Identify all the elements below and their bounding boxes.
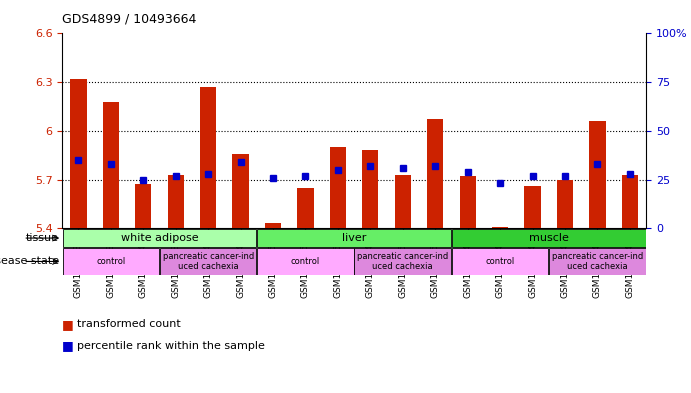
- FancyBboxPatch shape: [160, 248, 256, 275]
- FancyBboxPatch shape: [452, 248, 549, 275]
- Bar: [524, 186, 540, 228]
- Text: ■: ■: [62, 318, 74, 331]
- Text: control: control: [96, 257, 126, 266]
- Text: pancreatic cancer-ind
uced cachexia: pancreatic cancer-ind uced cachexia: [162, 252, 254, 271]
- FancyBboxPatch shape: [354, 248, 451, 275]
- Bar: [589, 121, 605, 228]
- FancyBboxPatch shape: [62, 248, 159, 275]
- Bar: [492, 227, 508, 228]
- Text: white adipose: white adipose: [121, 233, 198, 242]
- Text: tissue: tissue: [26, 233, 59, 243]
- Text: pancreatic cancer-ind
uced cachexia: pancreatic cancer-ind uced cachexia: [357, 252, 448, 271]
- Text: GDS4899 / 10493664: GDS4899 / 10493664: [62, 13, 196, 26]
- Bar: [427, 119, 444, 228]
- Bar: [330, 147, 346, 228]
- Text: control: control: [291, 257, 320, 266]
- Text: control: control: [486, 257, 515, 266]
- Text: disease state: disease state: [0, 257, 59, 266]
- Text: ■: ■: [62, 339, 74, 353]
- Text: transformed count: transformed count: [77, 319, 181, 329]
- Bar: [297, 188, 314, 228]
- FancyBboxPatch shape: [257, 248, 354, 275]
- Text: liver: liver: [342, 233, 366, 242]
- Text: percentile rank within the sample: percentile rank within the sample: [77, 341, 265, 351]
- Text: muscle: muscle: [529, 233, 569, 242]
- FancyBboxPatch shape: [549, 248, 646, 275]
- FancyBboxPatch shape: [257, 229, 451, 247]
- Bar: [70, 79, 86, 228]
- Bar: [232, 154, 249, 228]
- FancyBboxPatch shape: [62, 229, 256, 247]
- Bar: [395, 175, 411, 228]
- Bar: [362, 151, 379, 228]
- Text: pancreatic cancer-ind
uced cachexia: pancreatic cancer-ind uced cachexia: [552, 252, 643, 271]
- Bar: [168, 175, 184, 228]
- Bar: [265, 224, 281, 228]
- Bar: [103, 102, 119, 228]
- FancyBboxPatch shape: [452, 229, 646, 247]
- Bar: [460, 176, 476, 228]
- Bar: [135, 184, 151, 228]
- Bar: [622, 175, 638, 228]
- Bar: [557, 180, 573, 228]
- Bar: [200, 87, 216, 228]
